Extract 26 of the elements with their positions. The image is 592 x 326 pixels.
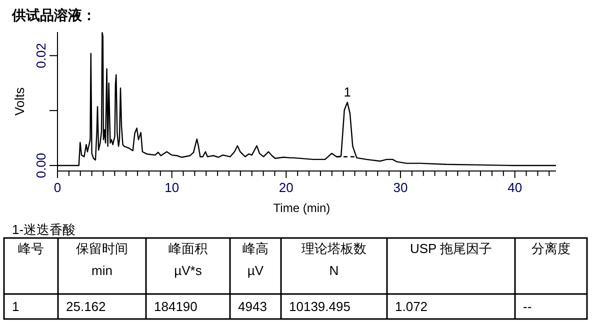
x-tick-label: 40 [508, 180, 522, 195]
x-tick-label: 10 [164, 180, 180, 195]
y-axis-title: Volts [12, 86, 27, 116]
text: 1-迷迭香酸 [12, 222, 76, 237]
text: 1.072 [395, 299, 428, 314]
category-label: 分离度 [532, 241, 570, 256]
y-tick-label: 0.02 [34, 42, 48, 68]
x-tick-label: 0 [54, 180, 62, 195]
category-label: USP 拖尾因子 [410, 241, 492, 256]
text: 4943 [238, 299, 267, 314]
x-axis-title: Time (min) [273, 201, 330, 215]
category-label: 峰面积 µV*s [168, 241, 208, 278]
title: 供试品溶液： [12, 7, 96, 23]
text: -- [523, 299, 532, 314]
category-label: 峰号 [18, 241, 44, 256]
annotation: 1 [344, 84, 351, 100]
y-tick-label: 0.00 [34, 152, 48, 178]
category-label: 理论塔板数 N [302, 241, 366, 278]
text: 184190 [154, 299, 198, 314]
text: 10139.495 [289, 299, 350, 314]
category-label: 峰高 µV [242, 241, 268, 278]
category-label: 保留时间 min [76, 241, 128, 278]
x-tick-label: 30 [393, 180, 408, 195]
x-tick-label: 20 [278, 180, 294, 195]
text: 25.162 [66, 299, 106, 314]
text: 1 [12, 299, 20, 314]
